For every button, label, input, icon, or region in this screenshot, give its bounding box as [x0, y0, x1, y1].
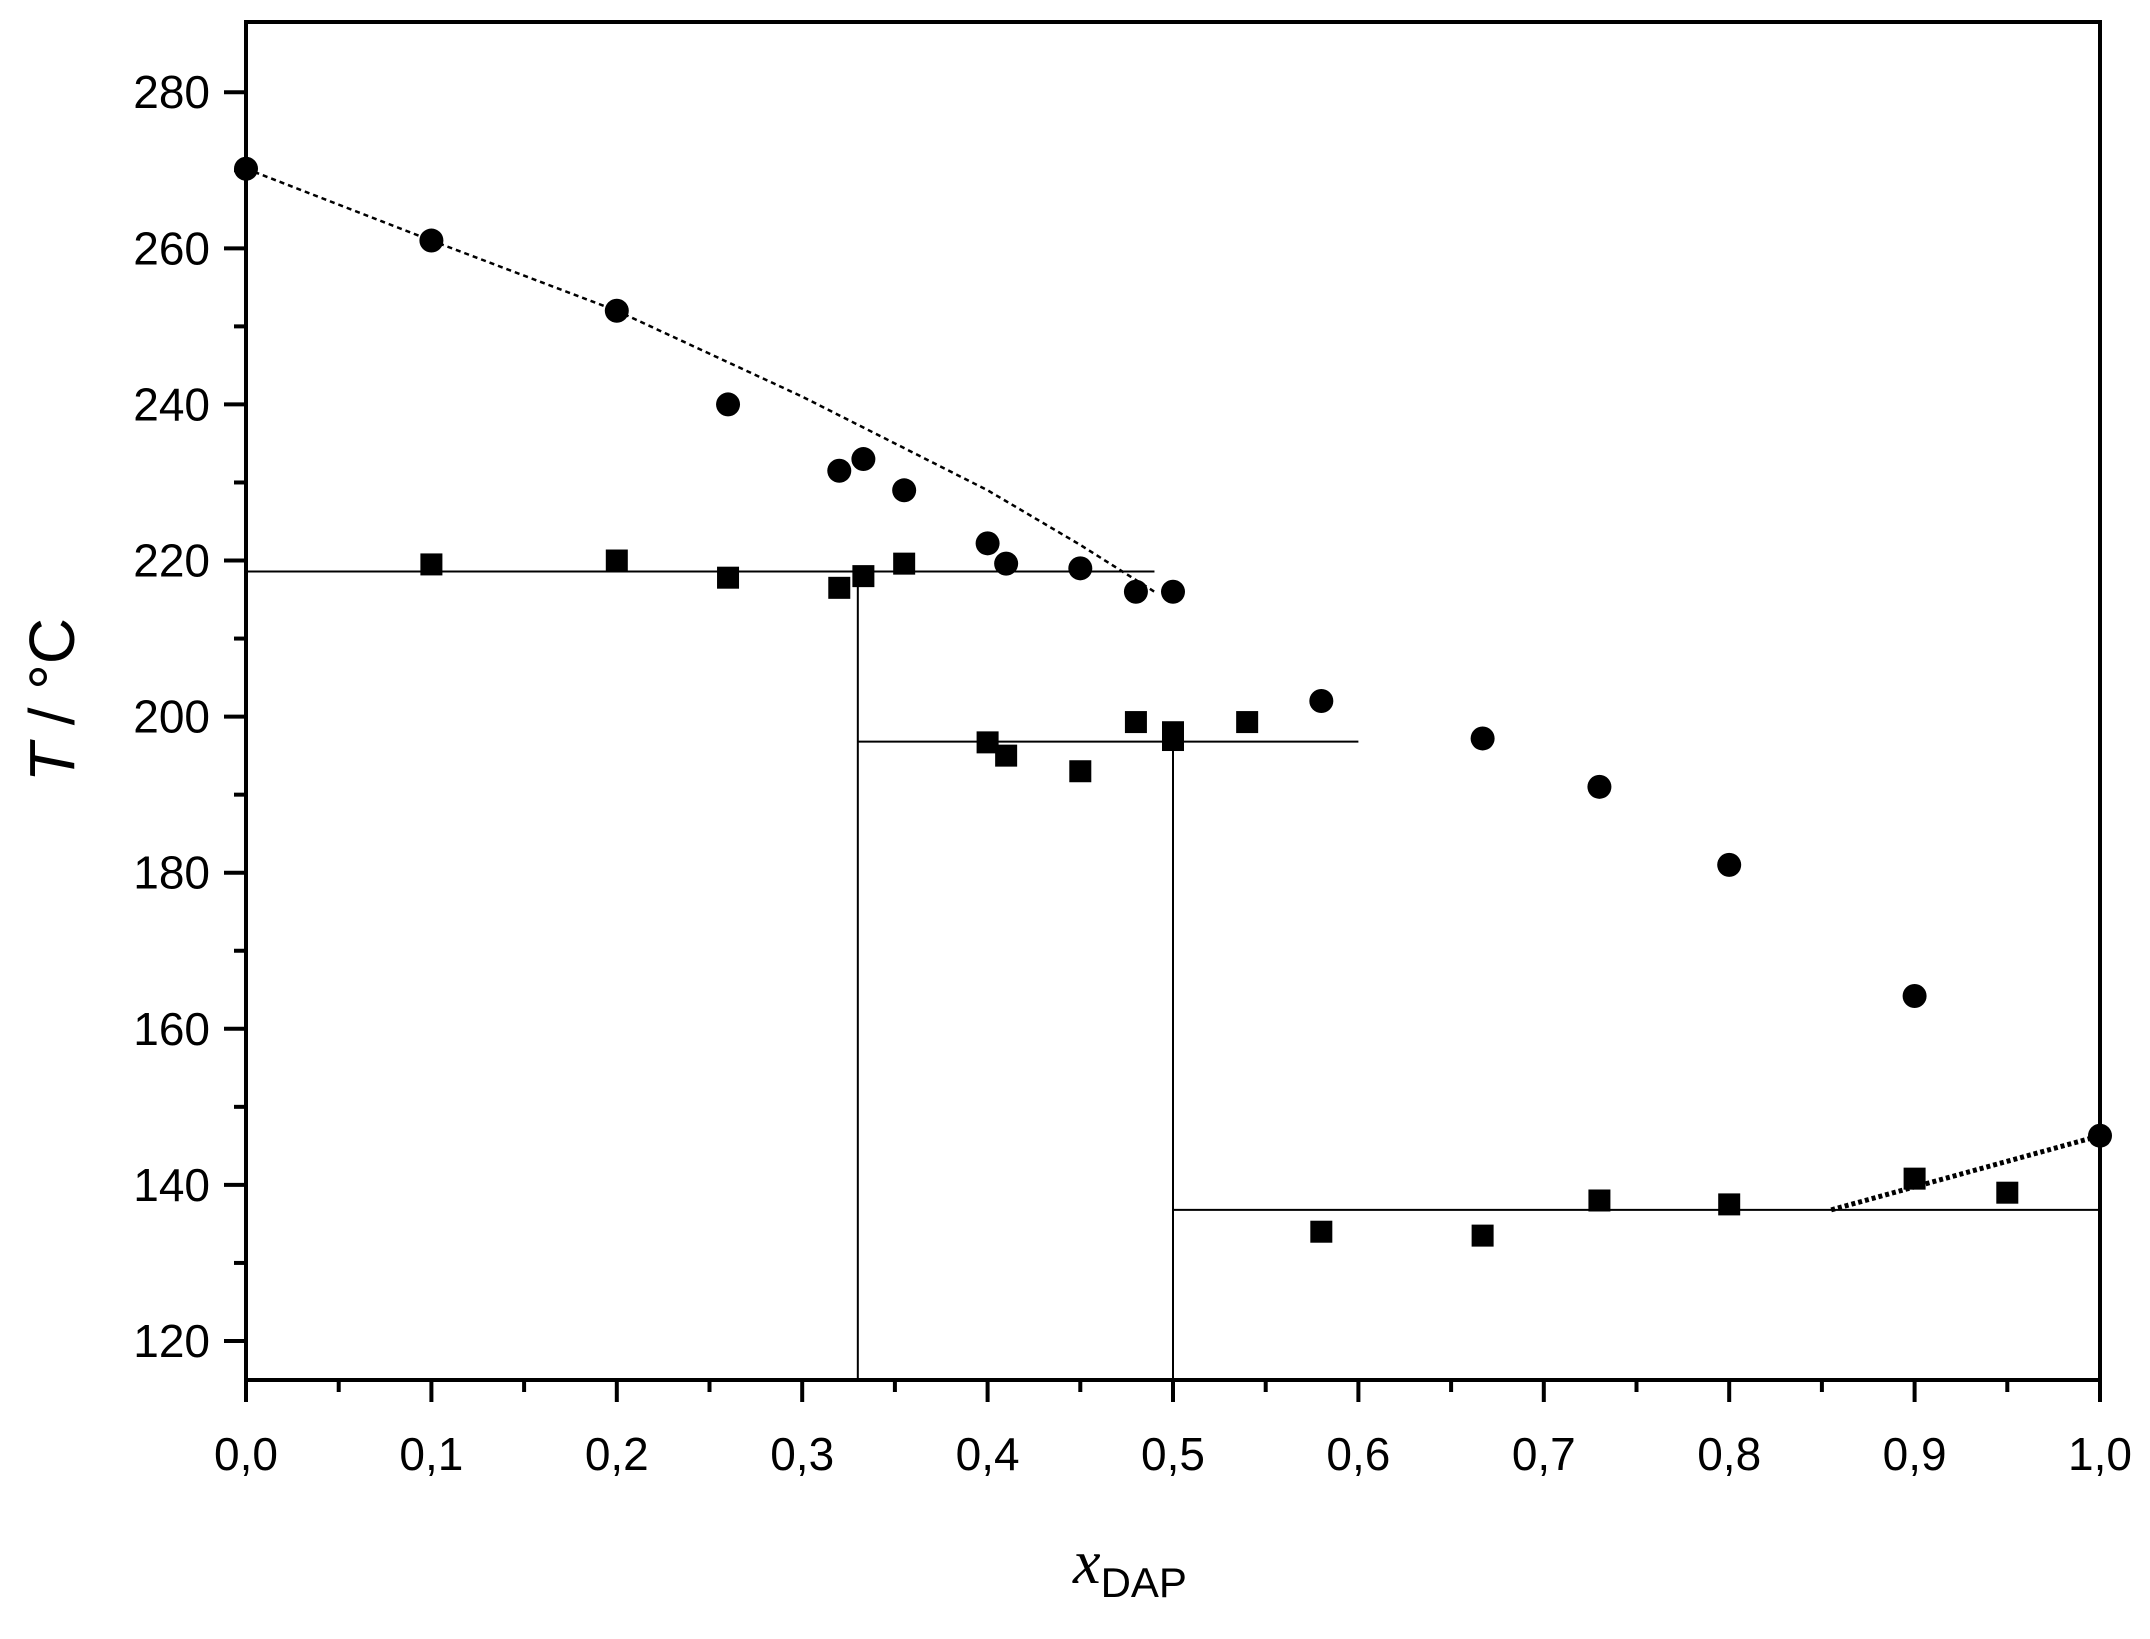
circle-marker	[851, 447, 876, 472]
y-tick-label: 220	[133, 535, 210, 587]
y-tick-label: 140	[133, 1159, 210, 1211]
x-axis-title: xDAP	[1072, 1529, 1187, 1606]
square-marker	[1069, 760, 1092, 783]
y-axis-title: T / °C	[16, 618, 88, 782]
circle-marker	[1587, 774, 1612, 799]
circle-marker	[1123, 579, 1148, 604]
liquidus-fit-line	[245, 167, 1156, 593]
y-tick-label: 280	[133, 66, 210, 118]
x-axis-title-var: x	[1072, 1529, 1101, 1597]
x-axis-title-sub: DAP	[1101, 1559, 1187, 1606]
x-tick-label: 0,9	[1883, 1428, 1947, 1480]
square-marker	[1903, 1167, 1926, 1190]
x-tick-label: 0,6	[1326, 1428, 1390, 1480]
x-tick-label: 0,7	[1512, 1428, 1576, 1480]
circle-marker	[419, 228, 444, 253]
circle-marker	[1068, 556, 1093, 581]
y-axis-title-var: T	[16, 739, 88, 782]
square-marker	[420, 553, 443, 576]
square-marker	[1588, 1189, 1611, 1212]
x-tick-label: 0,4	[956, 1428, 1020, 1480]
x-tick-label: 0,1	[399, 1428, 463, 1480]
square-marker	[1124, 711, 1147, 734]
square-marker	[828, 576, 851, 599]
y-tick-label: 200	[133, 691, 210, 743]
circle-marker	[1902, 984, 1927, 1009]
circle-marker	[975, 531, 1000, 556]
guide-lines	[245, 167, 2101, 1380]
y-tick-label: 180	[133, 847, 210, 899]
circle-marker	[1470, 726, 1495, 751]
circle-marker	[1717, 852, 1742, 877]
x-tick-label: 0,0	[214, 1428, 278, 1480]
liquidus-fit-line	[1830, 1133, 2101, 1213]
circle-marker	[892, 478, 917, 503]
square-marker	[1718, 1193, 1741, 1216]
square-marker	[976, 731, 999, 754]
y-tick-label: 260	[133, 222, 210, 274]
circle-marker	[1309, 689, 1334, 713]
x-axis-ticks	[244, 1380, 2102, 1402]
y-tick-label: 160	[133, 1003, 210, 1055]
y-axis-tick-labels: 120 140 160 180 200 220 240 260 280	[133, 66, 210, 1367]
square-marker	[717, 566, 740, 589]
square-marker	[1162, 729, 1184, 752]
circle-marker	[994, 551, 1019, 576]
x-tick-label: 0,3	[770, 1428, 834, 1480]
y-axis-title-unit: / °C	[16, 618, 88, 743]
x-tick-label: 0,2	[585, 1428, 649, 1480]
square-marker	[1471, 1224, 1494, 1247]
circle-marker	[234, 156, 258, 181]
square-marker	[1310, 1220, 1333, 1243]
square-marker	[1996, 1181, 2019, 1204]
y-tick-label: 240	[133, 378, 210, 430]
data-markers	[234, 156, 2112, 1247]
x-tick-label: 1,0	[2068, 1428, 2132, 1480]
x-axis-tick-labels: 0,0 0,1 0,2 0,3 0,4 0,5 0,6 0,7 0,8 0,9 1,0	[214, 1428, 2132, 1480]
square-marker	[1236, 711, 1259, 734]
square-marker	[605, 549, 628, 572]
x-tick-label: 0,5	[1141, 1428, 1205, 1480]
square-marker	[893, 552, 916, 575]
y-tick-label: 120	[133, 1315, 210, 1367]
circle-marker	[1161, 579, 1185, 604]
y-axis-ticks	[224, 90, 246, 1343]
x-tick-label: 0,8	[1697, 1428, 1761, 1480]
square-marker	[995, 744, 1018, 767]
square-marker	[852, 565, 875, 588]
circle-marker	[604, 298, 629, 323]
circle-marker	[2088, 1123, 2112, 1148]
circle-marker	[827, 458, 852, 483]
circle-marker	[716, 392, 741, 417]
